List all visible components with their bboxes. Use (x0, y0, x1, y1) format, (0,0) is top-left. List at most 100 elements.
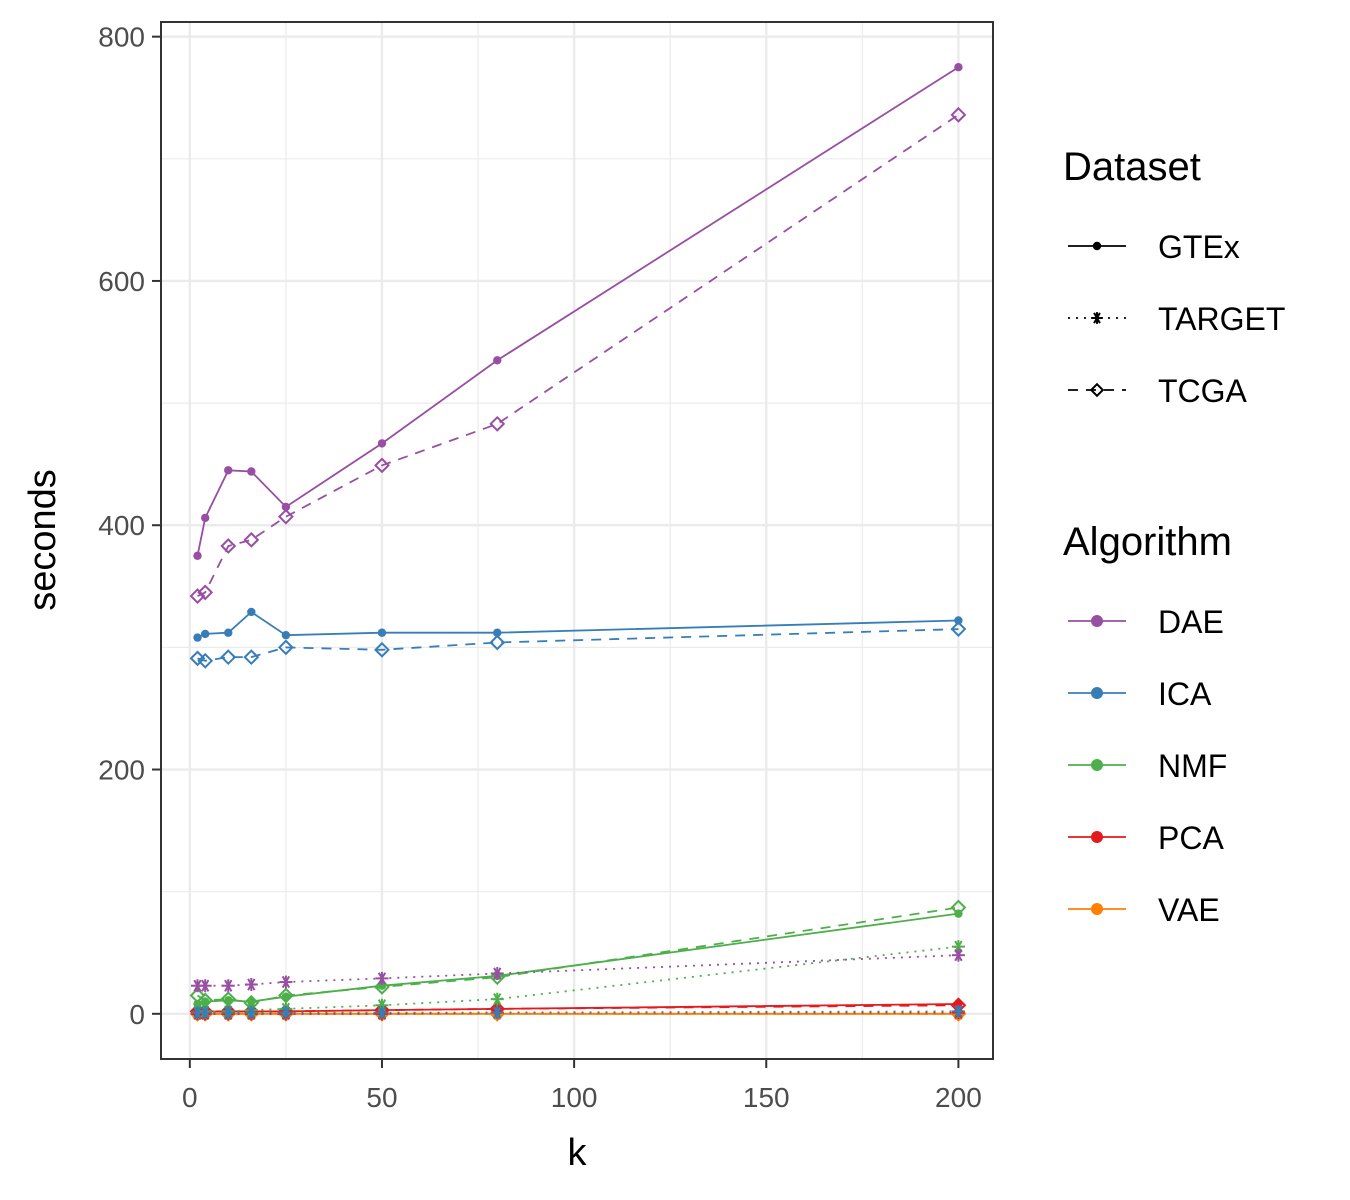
legend-algorithm-title: Algorithm (1063, 520, 1232, 564)
data-point-asterisk (244, 977, 258, 991)
data-point-diamond (489, 415, 506, 432)
legend-key-dot (1091, 903, 1103, 915)
x-tick-label: 200 (935, 1082, 982, 1113)
legend-algorithm-entry: ICA (1068, 676, 1212, 712)
data-point-dot (193, 551, 202, 560)
data-point-dot (200, 513, 210, 523)
x-tick-label: 100 (551, 1082, 598, 1113)
data-point-diamond (243, 531, 260, 548)
data-point-dot (954, 62, 963, 72)
legend-dataset-label: TARGET (1158, 301, 1285, 337)
series-dae-target (191, 948, 965, 993)
legend-dataset-title: Dataset (1063, 145, 1201, 189)
series-layer (189, 62, 967, 1022)
legend-algorithm-label: DAE (1158, 604, 1224, 640)
legend-key-dot (1091, 759, 1103, 771)
data-point-asterisk (198, 1006, 212, 1020)
data-point-asterisk (951, 948, 965, 962)
x-axis-title: k (568, 1132, 588, 1174)
data-point-diamond (243, 649, 260, 666)
legend-algorithm-entry: DAE (1068, 604, 1224, 640)
series-line (197, 906, 959, 1004)
legend-algorithm-entry: PCA (1068, 820, 1224, 856)
x-tick-label: 150 (743, 1082, 790, 1113)
series-dae-tcga (189, 106, 967, 604)
data-point-asterisk (1091, 312, 1103, 324)
series-dae-gtex (193, 62, 963, 560)
data-point-asterisk (490, 966, 504, 980)
y-tick-label: 0 (129, 999, 145, 1030)
data-point-dot (247, 467, 256, 476)
series-line (197, 628, 959, 662)
legend-algorithm-entry: NMF (1068, 748, 1227, 784)
data-point-diamond (374, 641, 390, 658)
data-point-asterisk (375, 971, 389, 985)
data-point-asterisk (951, 1004, 965, 1018)
legend-algorithm: Algorithm DAE ICA NMF PCA VAE (1063, 520, 1232, 928)
data-point-diamond (277, 987, 294, 1004)
legend-algorithm-label: VAE (1158, 892, 1220, 928)
legend-key-dot (1091, 615, 1103, 627)
data-point-asterisk (244, 1006, 258, 1020)
data-point-diamond (489, 969, 506, 986)
x-tick-label: 0 (182, 1082, 198, 1113)
data-point-asterisk (490, 992, 504, 1006)
series-line (197, 945, 959, 1014)
data-point-dot (224, 628, 233, 637)
data-point-dot (377, 628, 387, 637)
series-ica-gtex (193, 607, 963, 642)
data-point-diamond (197, 652, 214, 669)
series-line (197, 954, 959, 987)
legend-algorithm-label: PCA (1158, 820, 1224, 856)
series-line (196, 66, 959, 556)
data-point-asterisk (490, 1006, 504, 1020)
series-ica-tcga (189, 621, 967, 669)
data-point-dot (1092, 241, 1102, 251)
data-point-asterisk (191, 979, 205, 993)
x-tick-label: 50 (366, 1082, 397, 1113)
legend-algorithm-label: ICA (1158, 676, 1212, 712)
data-point-diamond (277, 508, 294, 525)
data-point-dot (493, 628, 502, 637)
legend-dataset-entry: GTEx (1068, 229, 1240, 265)
data-point-dot (954, 616, 963, 625)
y-tick-label: 800 (98, 22, 145, 53)
legend-algorithm-entry: VAE (1068, 892, 1220, 928)
y-tick-label: 600 (98, 266, 145, 297)
data-point-diamond (950, 106, 967, 123)
data-point-asterisk (375, 1006, 389, 1020)
legend-dataset-label: GTEx (1158, 229, 1240, 265)
data-point-diamond (1089, 382, 1105, 398)
data-point-diamond (189, 987, 206, 1004)
data-point-dot (200, 629, 210, 639)
data-point-asterisk (221, 979, 235, 993)
legend-key-dot (1091, 687, 1103, 699)
legend-dataset-entry: TARGET (1068, 301, 1285, 337)
axes: 0 50 100 150 200 0 200 400 600 800 (98, 22, 981, 1113)
data-point-diamond (374, 457, 390, 474)
data-point-dot (224, 466, 233, 475)
data-point-dot (493, 356, 502, 365)
data-point-diamond (189, 588, 206, 604)
legend-dataset-label: TCGA (1158, 373, 1248, 409)
series-line (197, 1010, 959, 1014)
data-point-dot (281, 502, 291, 512)
data-point-diamond (950, 621, 967, 637)
data-point-dot (247, 607, 256, 617)
data-point-asterisk (279, 1006, 293, 1020)
data-point-diamond (189, 650, 206, 667)
y-tick-label: 200 (98, 755, 145, 786)
data-point-diamond (197, 584, 214, 601)
legend-dataset: Dataset GTEx TARGET TCGA (1063, 145, 1285, 409)
data-point-diamond (950, 899, 967, 916)
data-point-dot (193, 633, 202, 642)
data-point-diamond (374, 979, 390, 995)
series-ica-target (191, 1004, 965, 1020)
data-point-dot (281, 630, 291, 640)
data-point-asterisk (221, 1006, 235, 1020)
legend-key-dot (1091, 831, 1103, 843)
legend-dataset-entry: TCGA (1068, 373, 1248, 409)
y-axis-title: seconds (22, 469, 64, 611)
data-point-asterisk (279, 975, 293, 989)
data-point-asterisk (198, 979, 212, 993)
